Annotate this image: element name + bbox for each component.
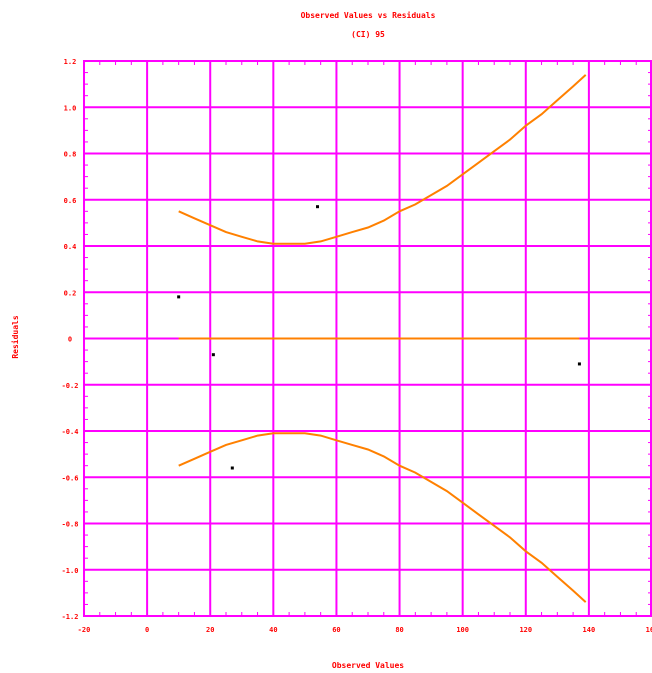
y-tick-label: 0.8 <box>64 151 77 159</box>
plot-frame <box>83 60 652 617</box>
x-tick-label: 80 <box>395 626 403 634</box>
data-point <box>577 362 581 366</box>
x-axis-label: Observed Values <box>332 661 404 670</box>
x-tick-label: -20 <box>78 626 91 634</box>
x-tick-label: 160 <box>646 626 652 634</box>
y-tick-label: -0.4 <box>62 428 79 436</box>
y-axis-label: Residuals <box>10 315 20 359</box>
data-point <box>177 295 181 299</box>
x-tick-label: 100 <box>456 626 469 634</box>
y-tick-label: 0 <box>68 336 72 344</box>
y-tick-label: -0.2 <box>62 382 79 390</box>
y-tick-label: -0.8 <box>62 521 79 529</box>
chart-title: Observed Values vs Residuals <box>301 10 436 20</box>
lower-confidence-line <box>178 432 587 603</box>
y-tick-label: 0.2 <box>64 289 77 297</box>
x-tick-label: 140 <box>583 626 596 634</box>
chart-subtitle: (CI) 95 <box>351 30 385 39</box>
data-point <box>211 353 215 357</box>
plot-series <box>177 74 587 603</box>
y-tick-label: 0.4 <box>64 243 77 251</box>
y-tick-label: 1.0 <box>64 104 77 112</box>
x-tick-label: 120 <box>519 626 532 634</box>
y-tick-label: 1.2 <box>64 58 77 66</box>
upper-confidence-line <box>178 74 587 245</box>
y-tick-label: -1.0 <box>62 567 79 575</box>
y-tick-label: 0.6 <box>64 197 77 205</box>
x-tick-label: 20 <box>206 626 214 634</box>
tick-labels: -20 0 20 40 60 80 100 120 140 160 1.2 1.0 0.8 0.6 0.4 0… <box>62 58 652 634</box>
data-point <box>230 466 234 470</box>
x-tick-label: 0 <box>145 626 149 634</box>
y-tick-label: -0.6 <box>62 474 79 482</box>
data-point <box>316 205 320 209</box>
x-tick-label: 60 <box>332 626 340 634</box>
x-tick-label: 40 <box>269 626 277 634</box>
y-tick-label: -1.2 <box>62 613 79 621</box>
